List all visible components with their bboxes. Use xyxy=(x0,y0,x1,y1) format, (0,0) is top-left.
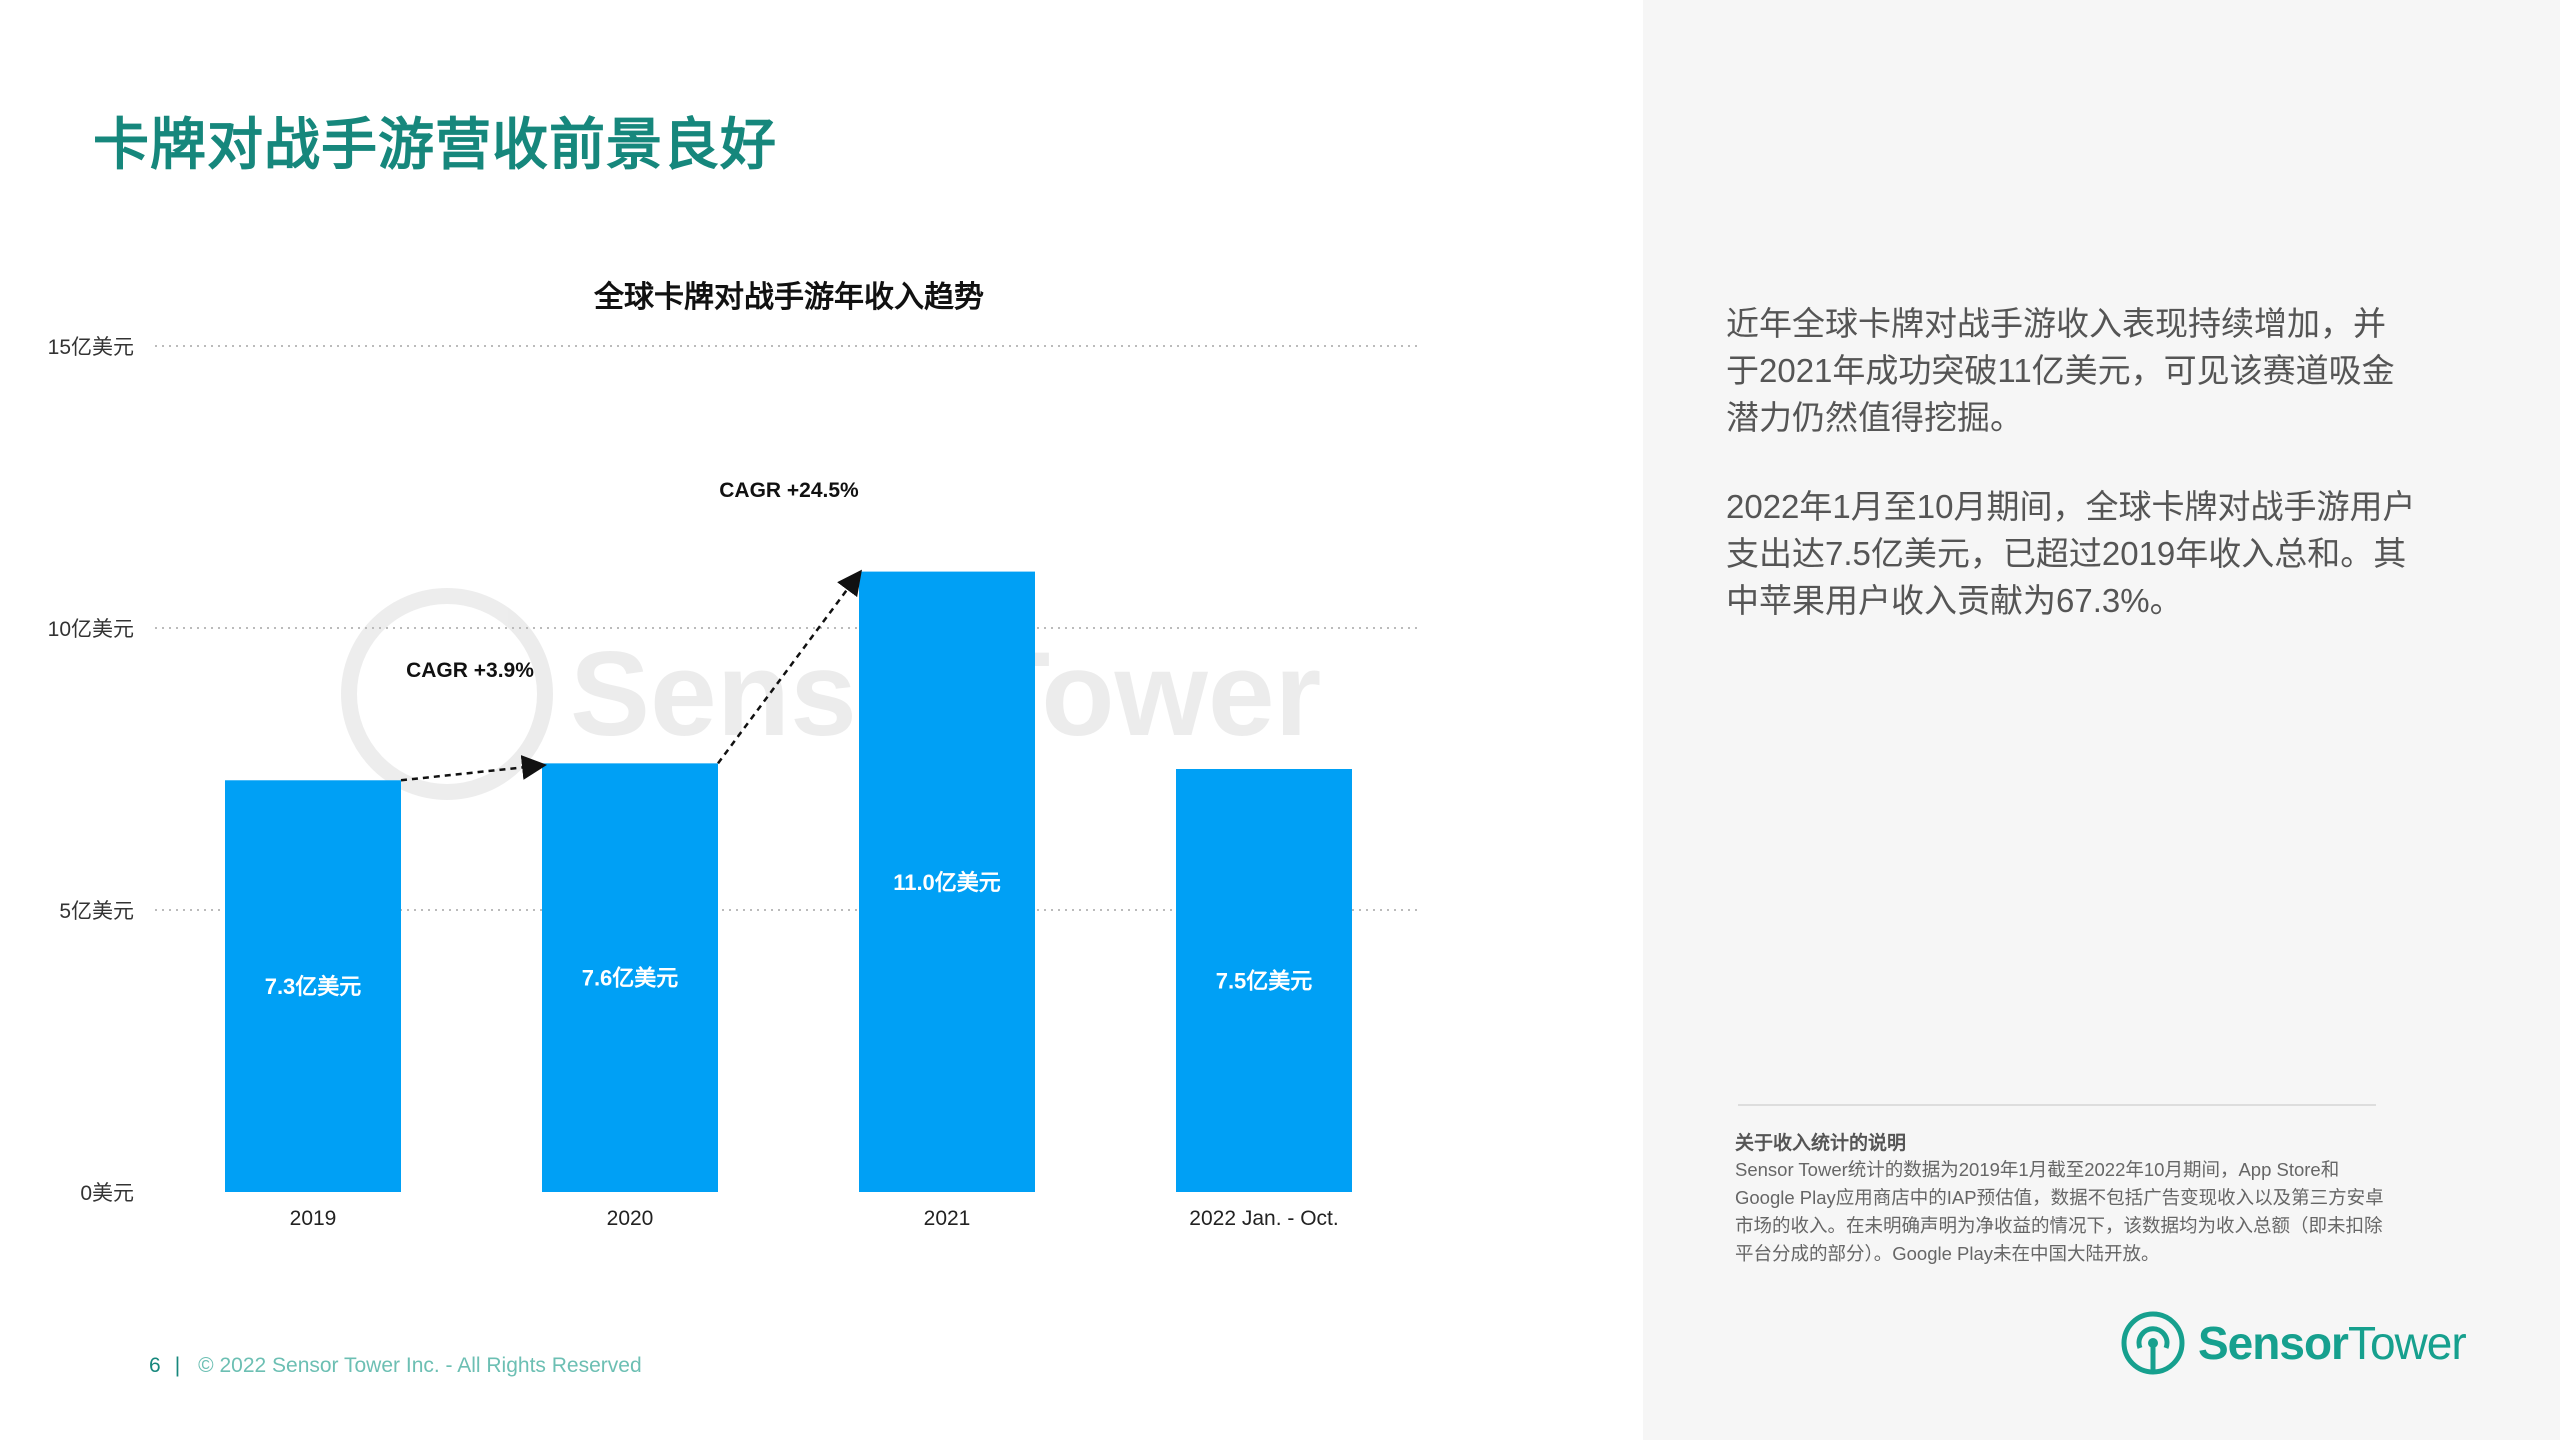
x-tick-label: 2020 xyxy=(607,1207,654,1230)
note-title: 关于收入统计的说明 xyxy=(1735,1133,1907,1154)
sensor-tower-logo-icon xyxy=(2121,1311,2185,1375)
page-title: 卡牌对战手游营收前景良好 xyxy=(93,113,777,176)
summary-paragraph-2: 2022年1月至10月期间，全球卡牌对战手游用户支出达7.5亿美元，已超过201… xyxy=(1726,488,2416,619)
bar xyxy=(225,780,401,1192)
bar-value-label: 7.5亿美元 xyxy=(1216,969,1313,994)
cagr-label: CAGR +24.5% xyxy=(719,479,859,502)
x-tick-label: 2022 Jan. - Oct. xyxy=(1189,1207,1338,1230)
sensor-tower-logo: SensorTower xyxy=(2120,1310,2467,1376)
logo-text: SensorTower xyxy=(2198,1317,2467,1369)
bar-value-label: 7.6亿美元 xyxy=(582,966,679,991)
x-tick-label: 2019 xyxy=(290,1207,337,1230)
right-panel xyxy=(1643,0,2560,1440)
divider xyxy=(1738,1104,2376,1106)
summary-paragraph-1: 近年全球卡牌对战手游收入表现持续增加，并于2021年成功突破11亿美元，可见该赛… xyxy=(1726,305,2395,436)
bar xyxy=(859,571,1035,1192)
bar xyxy=(1176,769,1352,1192)
y-tick-label: 15亿美元 xyxy=(48,336,134,359)
y-tick-label: 0美元 xyxy=(80,1182,134,1205)
footer: 6 | © 2022 Sensor Tower Inc. - All Rights … xyxy=(149,1354,642,1378)
copyright: © 2022 Sensor Tower Inc. - All Rights Re… xyxy=(198,1354,642,1377)
y-tick-label: 10亿美元 xyxy=(48,618,134,641)
chart-title: 全球卡牌对战手游年收入趋势 xyxy=(593,280,984,314)
bar xyxy=(542,763,718,1192)
y-tick-label: 5亿美元 xyxy=(59,900,134,923)
watermark: SensorTower xyxy=(341,588,1321,800)
bar-value-label: 11.0亿美元 xyxy=(893,870,1001,895)
x-tick-label: 2021 xyxy=(924,1207,971,1230)
footer-separator: | xyxy=(174,1354,181,1377)
cagr-arrow xyxy=(400,755,547,782)
revenue-bar-chart: SensorTower 全球卡牌对战手游年收入趋势 0美元 5亿美元 10亿美元 15亿美… xyxy=(48,280,1420,1230)
note-body: Sensor Tower统计的数据为2019年1月截至2022年10月期间，Ap… xyxy=(1735,1159,2384,1264)
bar-value-label: 7.3亿美元 xyxy=(265,974,362,999)
page-number: 6 xyxy=(149,1354,161,1377)
cagr-label: CAGR +3.9% xyxy=(406,659,534,682)
